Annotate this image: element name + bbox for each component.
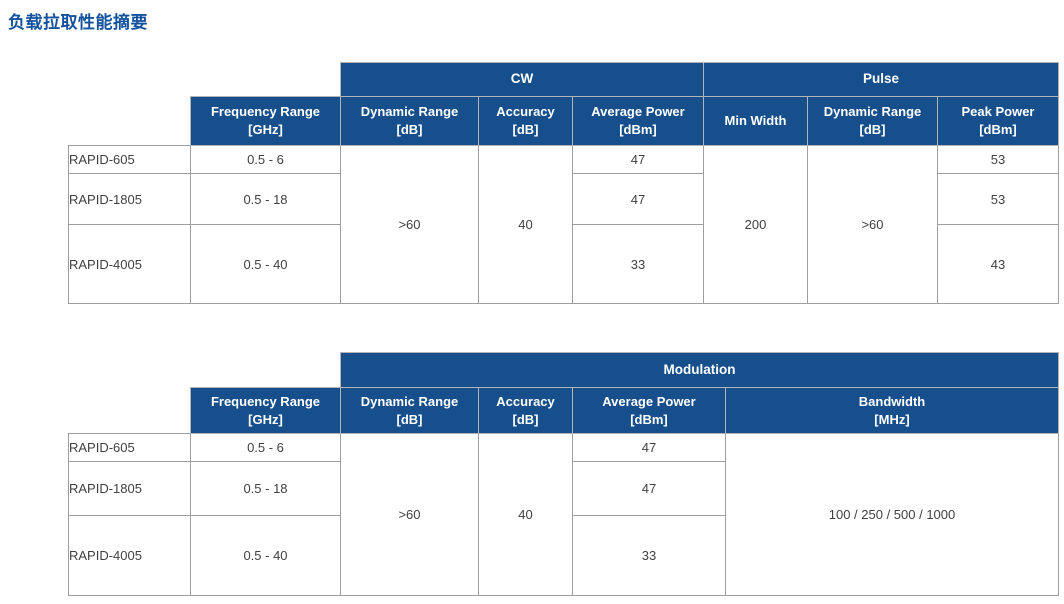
frequency-range-cell: 0.5 - 18 <box>190 173 341 225</box>
accuracy-cell: 40 <box>478 433 573 596</box>
frequency-range-cell: 0.5 - 6 <box>190 433 341 462</box>
col-header-dynamic-range: Dynamic Range [dB] <box>340 387 479 434</box>
frequency-range-cell: 0.5 - 40 <box>190 515 341 596</box>
col-header-bandwidth: Bandwidth [MHz] <box>725 387 1059 434</box>
average-power-cell: 33 <box>572 515 726 596</box>
accuracy-cell: 40 <box>478 145 573 304</box>
cw-pulse-table: CW Pulse Frequency Range [GHz] Dynamic R… <box>68 62 1059 304</box>
model-cell: RAPID-1805 <box>68 461 191 516</box>
group-header-row: CW Pulse <box>69 62 1059 97</box>
table-row: RAPID-605 0.5 - 6 >60 40 47 100 / 250 / … <box>68 433 1059 596</box>
group-header-modulation: Modulation <box>340 352 1059 388</box>
header-spacer <box>69 353 341 388</box>
average-power-cell: 47 <box>572 433 726 462</box>
table-row: RAPID-1805 0.5 - 18 47 <box>68 461 1059 516</box>
col-header-frequency-range: Frequency Range [GHz] <box>190 96 341 146</box>
dynamic-range-cell: >60 <box>340 145 479 304</box>
min-width-cell: 200 <box>703 145 808 304</box>
peak-power-cell: 53 <box>937 145 1059 174</box>
model-cell: RAPID-4005 <box>68 224 191 304</box>
col-header-peak-power: Peak Power [dBm] <box>937 96 1059 146</box>
table-row: RAPID-4005 0.5 - 40 33 43 <box>68 224 1059 304</box>
average-power-cell: 47 <box>572 461 726 516</box>
header-spacer <box>69 97 191 146</box>
col-header-accuracy: Accuracy [dB] <box>478 387 573 434</box>
col-header-average-power: Average Power [dBm] <box>572 96 704 146</box>
peak-power-cell: 53 <box>937 173 1059 225</box>
frequency-range-cell: 0.5 - 18 <box>190 461 341 516</box>
group-header-cw: CW <box>340 62 704 97</box>
model-cell: RAPID-605 <box>68 145 191 174</box>
col-header-pulse-dynamic-range: Dynamic Range [dB] <box>807 96 938 146</box>
column-header-row: Frequency Range [GHz] Dynamic Range [dB]… <box>69 387 1059 434</box>
table-row: RAPID-1805 0.5 - 18 47 53 <box>68 173 1059 225</box>
bandwidth-cell: 100 / 250 / 500 / 1000 <box>725 433 1059 596</box>
col-header-accuracy: Accuracy [dB] <box>478 96 573 146</box>
average-power-cell: 33 <box>572 224 704 304</box>
table-row: RAPID-605 0.5 - 6 >60 40 47 200 >60 53 <box>68 145 1059 304</box>
header-spacer <box>69 388 191 434</box>
model-cell: RAPID-4005 <box>68 515 191 596</box>
group-header-pulse: Pulse <box>703 62 1059 97</box>
header-spacer <box>69 63 341 97</box>
dynamic-range-cell: >60 <box>340 433 479 596</box>
frequency-range-cell: 0.5 - 6 <box>190 145 341 174</box>
peak-power-cell: 43 <box>937 224 1059 304</box>
page-title: 负载拉取性能摘要 <box>8 13 148 32</box>
table-row: RAPID-4005 0.5 - 40 33 <box>68 515 1059 596</box>
pulse-dynamic-range-cell: >60 <box>807 145 938 304</box>
frequency-range-cell: 0.5 - 40 <box>190 224 341 304</box>
col-header-average-power: Average Power [dBm] <box>572 387 726 434</box>
average-power-cell: 47 <box>572 173 704 225</box>
col-header-dynamic-range: Dynamic Range [dB] <box>340 96 479 146</box>
modulation-table: Modulation Frequency Range [GHz] Dynamic… <box>68 352 1059 596</box>
col-header-min-width: Min Width <box>703 96 808 146</box>
col-header-frequency-range: Frequency Range [GHz] <box>190 387 341 434</box>
model-cell: RAPID-1805 <box>68 173 191 225</box>
average-power-cell: 47 <box>572 145 704 174</box>
model-cell: RAPID-605 <box>68 433 191 462</box>
column-header-row: Frequency Range [GHz] Dynamic Range [dB]… <box>69 96 1059 146</box>
group-header-row: Modulation <box>69 352 1059 388</box>
